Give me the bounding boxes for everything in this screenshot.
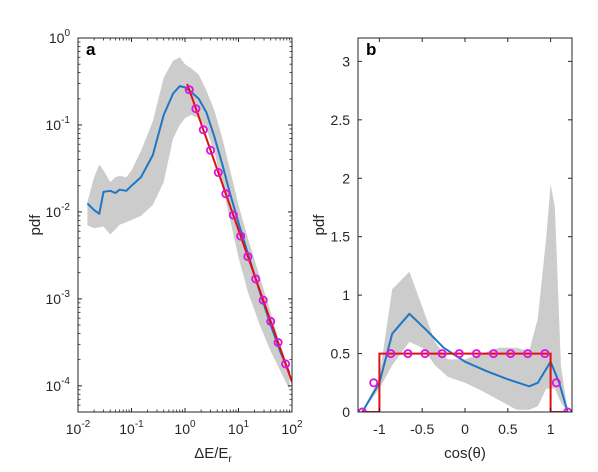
panel-a-y-tick-label-exponent: -2 bbox=[61, 202, 70, 213]
panel-a-x-tick-label: 10-1 bbox=[119, 419, 144, 437]
panel-b-marker bbox=[437, 349, 447, 359]
panel-b-y-axis-label: pdf bbox=[311, 214, 328, 236]
panel-a-y-tick-label: 10-2 bbox=[46, 202, 71, 220]
panel-a-y-tick-label: 100 bbox=[49, 28, 71, 46]
panel-a-median-line bbox=[86, 85, 291, 374]
panel-b-x-tick-label: 0.5 bbox=[498, 421, 518, 437]
panel-a-x-tick-label-exponent: -1 bbox=[135, 419, 144, 430]
panel-a-x-axis-label-subscript: r bbox=[228, 454, 232, 465]
panel-a-x-tick-label-exponent: 2 bbox=[297, 419, 303, 430]
panel-b-x-tick-label: -0.5 bbox=[410, 421, 434, 437]
panel-a-y-axis-label: pdf bbox=[27, 214, 44, 236]
panel-b-label: b bbox=[366, 40, 376, 59]
panel-b-x-tick-label: -1 bbox=[373, 421, 386, 437]
panel-a-y-tick-label-exponent: 0 bbox=[64, 28, 70, 39]
panel-a-marker bbox=[266, 316, 276, 326]
panel-a-x-tick-label-base: 10 bbox=[174, 421, 190, 437]
panel-b-x-axis-label: cos(θ) bbox=[444, 445, 486, 462]
panel-a-marker bbox=[191, 104, 201, 114]
panel-a-y-tick-label-base: 10 bbox=[46, 378, 62, 394]
panel-a-x-tick-label: 101 bbox=[228, 419, 250, 437]
panel-b-marker bbox=[551, 378, 561, 388]
panel-b-marker bbox=[420, 349, 430, 359]
panel-a-marker bbox=[273, 337, 283, 347]
panel-a-y-tick-label: 10-3 bbox=[46, 289, 71, 307]
panel-a-y-tick-label-base: 10 bbox=[46, 204, 62, 220]
panel-a-x-tick-label-base: 10 bbox=[66, 421, 82, 437]
panel-a-y-tick-label-base: 10 bbox=[49, 30, 65, 46]
panel-b-x-tick-label: 0 bbox=[461, 421, 469, 437]
panel-b-marker bbox=[506, 349, 516, 359]
panel-a-y-tick-label-base: 10 bbox=[46, 291, 62, 307]
panel-b-marker bbox=[454, 349, 464, 359]
panel-b-x-tick-label: 1 bbox=[547, 421, 555, 437]
panel-b-marker bbox=[403, 349, 413, 359]
panel-b-confidence-band bbox=[362, 184, 568, 412]
panel-a-marker bbox=[228, 210, 238, 220]
panel-a-label: a bbox=[86, 40, 96, 59]
panel-b: -1 -0.5 0 0.5 1 0 0.5 1 1.5 2 2.5 3 b pdf cos(θ) bbox=[311, 37, 573, 462]
panel-a-x-tick-label-base: 10 bbox=[281, 421, 297, 437]
panel-a-x-tick-label-exponent: -2 bbox=[81, 419, 90, 430]
panel-a-marker bbox=[213, 167, 223, 177]
panel-b-marker bbox=[386, 349, 396, 359]
panel-a-y-tick-label: 10-4 bbox=[46, 376, 71, 394]
panel-b-marker bbox=[540, 349, 550, 359]
panel-a-y-tick-label-exponent: -4 bbox=[61, 376, 70, 387]
panel-b-y-tick-label: 2.5 bbox=[331, 112, 351, 128]
panel-b-y-tick-label: 0.5 bbox=[331, 346, 351, 362]
panel-b-marker bbox=[369, 378, 379, 388]
panel-a-marker bbox=[198, 125, 208, 135]
panel-a-x-tick-label: 10-2 bbox=[66, 419, 91, 437]
panel-b-y-tick-label: 1.5 bbox=[331, 229, 351, 245]
panel-a-x-tick-label-base: 10 bbox=[228, 421, 244, 437]
panel-b-y-tick-label: 2 bbox=[342, 170, 350, 186]
panel-b-y-tick-label: 1 bbox=[342, 287, 350, 303]
panel-a-x-tick-label-base: 10 bbox=[119, 421, 135, 437]
panel-b-marker bbox=[471, 349, 481, 359]
panel-a-marker bbox=[251, 274, 261, 284]
panel-a-y-tick-label-exponent: -3 bbox=[61, 289, 70, 300]
panel-b-ticks: -1 -0.5 0 0.5 1 0 0.5 1 1.5 2 2.5 3 bbox=[331, 38, 572, 437]
panel-a-marker bbox=[221, 189, 231, 199]
panel-a-marker bbox=[243, 252, 253, 262]
panel-a-marker bbox=[281, 359, 291, 369]
panel-b-marker bbox=[523, 349, 533, 359]
panel-b-plot-area bbox=[358, 184, 572, 412]
panel-a-x-tick-label-exponent: 0 bbox=[190, 419, 196, 430]
panel-a-y-tick-label-base: 10 bbox=[46, 117, 62, 133]
panel-b-y-tick-label: 3 bbox=[342, 53, 350, 69]
panel-a-marker bbox=[205, 145, 215, 155]
panel-a-marker bbox=[258, 295, 268, 305]
panel-a-y-tick-label-exponent: -1 bbox=[61, 115, 70, 126]
panel-a-y-tick-label: 10-1 bbox=[46, 115, 71, 133]
panel-a-x-axis-label: ΔE/Er bbox=[194, 445, 232, 465]
panel-b-marker bbox=[488, 349, 498, 359]
panel-a-marker bbox=[184, 85, 194, 95]
panel-a-x-tick-label-exponent: 1 bbox=[244, 419, 250, 430]
panel-a-plot-area bbox=[86, 57, 292, 390]
panel-b-y-tick-label: 0 bbox=[342, 404, 350, 420]
panel-b-median-line bbox=[361, 312, 569, 412]
panel-a-x-tick-label: 100 bbox=[174, 419, 196, 437]
panel-a-x-tick-label: 102 bbox=[281, 419, 303, 437]
panel-a-marker bbox=[236, 231, 246, 241]
panel-a-x-axis-label-main: ΔE/E bbox=[194, 445, 228, 462]
panel-b-fit-line bbox=[362, 352, 568, 412]
